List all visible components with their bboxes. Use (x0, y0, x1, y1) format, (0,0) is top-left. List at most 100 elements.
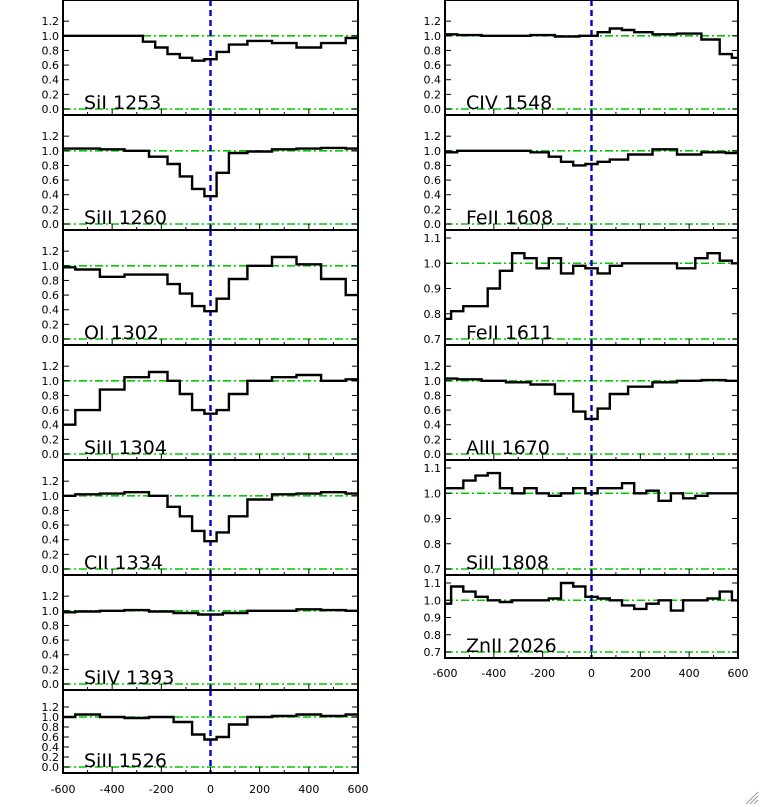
y-tick-label: 1.0 (42, 30, 60, 43)
y-tick-label: 0.6 (42, 289, 60, 302)
x-tick-label: -200 (530, 667, 555, 680)
spectrum-histogram-line (63, 491, 358, 543)
y-tick-label: 1.0 (424, 30, 442, 43)
spectrum-histogram-line (63, 608, 358, 616)
y-tick-label: 0.4 (42, 304, 60, 317)
y-tick-label: 0.8 (424, 159, 442, 172)
y-tick-label: 0.6 (42, 731, 60, 744)
spectrum-panel: 0.0 0.20.4 0.6 0.81.0 1.2 OI 1302 (42, 229, 359, 346)
y-tick-label: 0.0 (42, 103, 60, 116)
y-tick-label: 0.2 (42, 663, 60, 676)
y-tick-label: 1.1 (424, 232, 442, 245)
y-tick-label: 1.2 (42, 130, 60, 143)
y-tick-label: 0.0 (42, 678, 60, 691)
window-resize-grip[interactable] (745, 791, 759, 805)
spectrum-histogram-line (63, 370, 358, 426)
ion-line-label: AlII 1670 (466, 437, 550, 459)
y-tick-label: 1.2 (42, 590, 60, 603)
x-tick-label: -200 (149, 783, 174, 796)
y-tick-label: 0.0 (42, 333, 60, 346)
spectrum-panel: 0.7 0.8 0.9 1.0 1.1 SiII 1808 (424, 459, 739, 576)
x-tick-label: 200 (630, 667, 651, 680)
ion-line-label: CII 1334 (84, 552, 163, 574)
y-tick-label: 1.1 (424, 462, 442, 475)
spectrum-histogram-line (445, 377, 738, 421)
y-tick-label: 0.8 (424, 308, 442, 321)
y-tick-label: 0.6 (42, 59, 60, 72)
ion-line-label: CIV 1548 (466, 92, 552, 114)
spectrum-histogram-line (63, 34, 358, 62)
x-tick-label: 400 (298, 783, 319, 796)
spectrum-panel: 0.7 0.8 0.9 1.0 1.1 ZnII 2026 (424, 574, 739, 659)
spectrum-histogram-line (445, 252, 738, 320)
panel-frame (444, 574, 739, 659)
y-tick-label: 0.6 (424, 404, 442, 417)
y-tick-label: 0.2 (424, 88, 442, 101)
y-tick-label: 0.2 (42, 548, 60, 561)
y-tick-label: 0.2 (42, 203, 60, 216)
ion-line-label: FeII 1608 (466, 207, 553, 229)
x-tick-label: -400 (481, 667, 506, 680)
ion-line-label: SiI 1253 (84, 92, 161, 114)
ion-line-label: SiIV 1393 (84, 667, 174, 689)
ion-line-label: SiII 1808 (466, 552, 549, 574)
y-tick-label: 1.0 (42, 711, 60, 724)
y-tick-label: 0.4 (42, 419, 60, 432)
spectrum-histogram-line (63, 255, 358, 313)
y-tick-label: 0.0 (424, 103, 442, 116)
y-tick-label: 0.4 (42, 741, 60, 754)
spectrum-histogram-line (63, 146, 358, 198)
spectrum-panel: 0.0 0.20.4 0.6 0.81.0 1.2 SiII 1260 (42, 114, 359, 231)
spectrum-panel: 0.00.20.40.60.81.01.2 SiII 1526 (42, 689, 359, 774)
spectrum-panel: 0.7 0.8 0.9 1.0 1.1 FeII 1611 (424, 229, 739, 346)
y-tick-label: 0.6 (42, 634, 60, 647)
y-tick-label: 0.6 (42, 174, 60, 187)
ion-line-label: SiII 1304 (84, 437, 167, 459)
x-tick-label: -600 (433, 667, 458, 680)
y-tick-label: 0.8 (42, 159, 60, 172)
y-tick-label: 0.7 (424, 646, 442, 659)
y-tick-label: 0.6 (42, 404, 60, 417)
y-tick-label: 0.8 (42, 44, 60, 57)
y-tick-label: 0.6 (42, 519, 60, 532)
y-tick-label: 1.0 (42, 260, 60, 273)
x-tick-label: -600 (51, 783, 76, 796)
spectrum-panel: 0.0 0.20.4 0.6 0.81.0 1.2 SiI 1253 (42, 0, 359, 116)
y-tick-label: 0.2 (42, 751, 60, 764)
ion-line-label: OI 1302 (84, 322, 159, 344)
y-tick-label: 0.0 (42, 448, 60, 461)
y-tick-label: 1.0 (42, 490, 60, 503)
y-tick-label: 0.9 (424, 283, 442, 296)
y-tick-label: 1.2 (42, 15, 60, 28)
x-tick-label: 200 (249, 783, 270, 796)
x-tick-label: -400 (100, 783, 125, 796)
ion-line-label: FeII 1611 (466, 322, 553, 344)
y-tick-label: 0.2 (42, 88, 60, 101)
y-tick-label: 1.2 (42, 701, 60, 714)
spectrum-panel: 0.0 0.20.4 0.6 0.81.0 1.2 CII 1334 (42, 459, 359, 576)
spectrum-histogram-line (445, 148, 738, 167)
y-tick-label: 0.4 (42, 649, 60, 662)
x-tick-label: 600 (728, 667, 749, 680)
y-tick-label: 1.0 (42, 145, 60, 158)
y-tick-label: 1.0 (42, 605, 60, 618)
y-tick-label: 0.7 (424, 563, 442, 576)
spectrum-histogram-line (445, 27, 738, 59)
y-tick-label: 0.2 (424, 203, 442, 216)
y-tick-label: 0.0 (42, 563, 60, 576)
y-tick-label: 0.4 (424, 419, 442, 432)
y-tick-label: 0.8 (42, 504, 60, 517)
y-tick-label: 1.2 (42, 245, 60, 258)
y-tick-label: 0.7 (424, 333, 442, 346)
spectrum-panel: 0.0 0.20.4 0.6 0.81.0 1.2 AlII 1670 (424, 344, 739, 461)
x-tick-label: 400 (679, 667, 700, 680)
panel-frame (62, 689, 359, 774)
x-tick-label: 600 (348, 783, 369, 796)
y-tick-label: 0.0 (424, 448, 442, 461)
y-tick-label: 0.0 (42, 761, 60, 774)
y-tick-label: 0.8 (424, 389, 442, 402)
y-tick-label: 1.2 (42, 475, 60, 488)
y-tick-label: 1.0 (424, 375, 442, 388)
y-tick-label: 1.1 (424, 577, 442, 590)
spectrum-histogram-line (445, 471, 738, 502)
